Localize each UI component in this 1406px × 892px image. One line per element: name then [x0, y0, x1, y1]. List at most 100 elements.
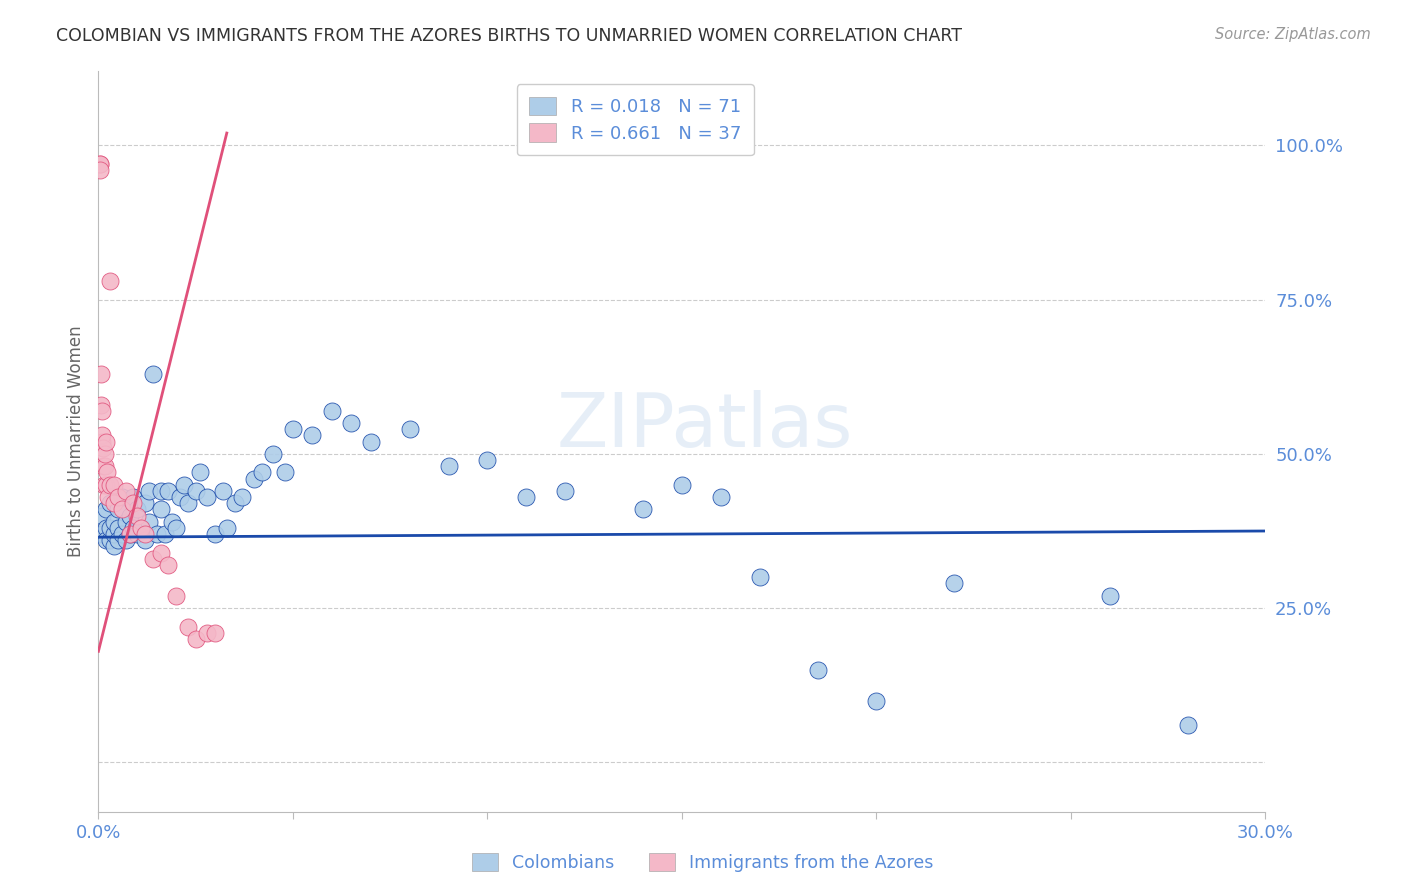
- Point: [262, 447, 284, 461]
- Point: [96, 466, 118, 480]
- Point: [169, 490, 191, 504]
- Point: [321, 403, 343, 417]
- Point: [215, 521, 238, 535]
- Point: [129, 521, 152, 535]
- Point: [515, 490, 537, 504]
- Point: [149, 483, 172, 498]
- Point: [1098, 589, 1121, 603]
- Point: [138, 483, 160, 498]
- Point: [188, 466, 211, 480]
- Point: [122, 490, 145, 504]
- Point: [281, 422, 304, 436]
- Point: [142, 551, 165, 566]
- Point: [157, 483, 180, 498]
- Point: [98, 477, 121, 491]
- Point: [554, 483, 576, 498]
- Point: [111, 527, 134, 541]
- Point: [91, 527, 114, 541]
- Point: [93, 459, 115, 474]
- Point: [146, 527, 169, 541]
- Point: [96, 434, 118, 449]
- Point: [98, 496, 121, 510]
- Point: [91, 403, 114, 417]
- Text: Source: ZipAtlas.com: Source: ZipAtlas.com: [1215, 27, 1371, 42]
- Point: [127, 502, 149, 516]
- Text: ZIPatlas: ZIPatlas: [557, 390, 853, 463]
- Point: [204, 625, 226, 640]
- Point: [807, 663, 830, 677]
- Point: [134, 527, 156, 541]
- Point: [98, 274, 121, 288]
- Point: [212, 483, 235, 498]
- Point: [360, 434, 382, 449]
- Point: [157, 558, 180, 572]
- Point: [177, 619, 200, 633]
- Point: [165, 521, 187, 535]
- Point: [91, 459, 114, 474]
- Point: [184, 632, 207, 646]
- Point: [103, 477, 125, 491]
- Point: [134, 533, 156, 548]
- Point: [98, 533, 121, 548]
- Point: [122, 496, 145, 510]
- Point: [195, 625, 218, 640]
- Point: [149, 546, 172, 560]
- Point: [90, 367, 112, 381]
- Point: [224, 496, 246, 510]
- Point: [134, 496, 156, 510]
- Point: [107, 490, 129, 504]
- Point: [96, 477, 118, 491]
- Text: COLOMBIAN VS IMMIGRANTS FROM THE AZORES BIRTHS TO UNMARRIED WOMEN CORRELATION CH: COLOMBIAN VS IMMIGRANTS FROM THE AZORES …: [56, 27, 962, 45]
- Point: [748, 570, 770, 584]
- Point: [114, 483, 136, 498]
- Point: [122, 521, 145, 535]
- Point: [96, 521, 118, 535]
- Point: [274, 466, 297, 480]
- Point: [138, 515, 160, 529]
- Point: [114, 533, 136, 548]
- Point: [243, 471, 266, 485]
- Point: [91, 508, 114, 523]
- Point: [127, 527, 149, 541]
- Point: [114, 515, 136, 529]
- Point: [89, 157, 111, 171]
- Point: [90, 434, 112, 449]
- Point: [177, 496, 200, 510]
- Point: [1177, 718, 1199, 732]
- Point: [477, 453, 499, 467]
- Legend: R = 0.018   N = 71, R = 0.661   N = 37: R = 0.018 N = 71, R = 0.661 N = 37: [516, 84, 754, 155]
- Point: [89, 157, 111, 171]
- Legend: Colombians, Immigrants from the Azores: Colombians, Immigrants from the Azores: [465, 847, 941, 879]
- Point: [97, 490, 120, 504]
- Point: [671, 477, 693, 491]
- Point: [301, 428, 323, 442]
- Point: [90, 398, 112, 412]
- Point: [142, 367, 165, 381]
- Point: [111, 490, 134, 504]
- Point: [107, 521, 129, 535]
- Point: [149, 502, 172, 516]
- Point: [153, 527, 176, 541]
- Point: [103, 496, 125, 510]
- Point: [398, 422, 420, 436]
- Point: [103, 527, 125, 541]
- Point: [162, 515, 184, 529]
- Point: [94, 447, 117, 461]
- Point: [127, 508, 149, 523]
- Point: [89, 163, 111, 178]
- Point: [340, 416, 363, 430]
- Point: [118, 508, 141, 523]
- Point: [91, 428, 114, 442]
- Point: [98, 521, 121, 535]
- Point: [865, 694, 887, 708]
- Point: [96, 502, 118, 516]
- Point: [111, 502, 134, 516]
- Point: [250, 466, 273, 480]
- Point: [103, 515, 125, 529]
- Y-axis label: Births to Unmarried Women: Births to Unmarried Women: [66, 326, 84, 558]
- Point: [118, 527, 141, 541]
- Point: [631, 502, 654, 516]
- Point: [107, 502, 129, 516]
- Point: [93, 477, 115, 491]
- Point: [943, 576, 966, 591]
